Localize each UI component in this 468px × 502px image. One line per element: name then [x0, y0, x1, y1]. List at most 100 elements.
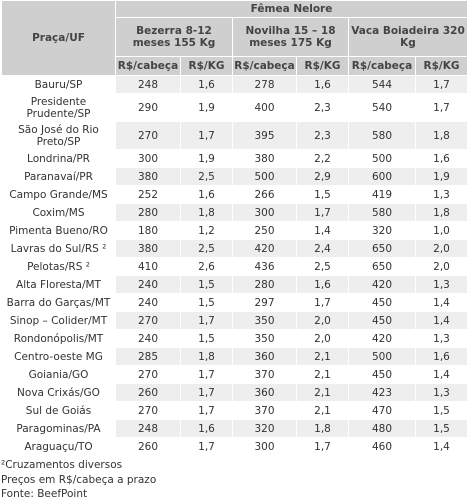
place-cell: Centro-oeste MG	[1, 347, 116, 366]
price-kg-cell: 1,4	[414, 437, 468, 456]
price-kg-cell: 1,7	[180, 383, 233, 402]
category-header: Bezerra 8-12 meses 155 Kg	[115, 17, 233, 57]
price-kg-cell: 1,4	[414, 293, 468, 312]
place-cell: São José do Rio Preto/SP	[1, 121, 116, 150]
price-kg-cell: 1,7	[180, 437, 233, 456]
price-head-cell: 580	[348, 203, 416, 222]
table-row: Rondonópolis/MT 240 1,5 350 2,0 420 1,3	[1, 329, 468, 348]
price-kg-cell: 2,9	[296, 167, 349, 186]
price-head-cell: 360	[232, 383, 297, 402]
place-cell: Nova Crixás/GO	[1, 383, 116, 402]
table-row: Coxim/MS 280 1,8 300 1,7 580 1,8	[1, 203, 468, 222]
price-head-cell: 380	[115, 167, 181, 186]
place-cell: Alta Floresta/MT	[1, 275, 116, 294]
place-cell: Coxim/MS	[1, 203, 116, 222]
price-kg-cell: 1,7	[180, 121, 233, 150]
price-kg-cell: 1,8	[414, 121, 468, 150]
price-head-cell: 450	[348, 311, 416, 330]
footnote: ²Cruzamentos diversos	[1, 459, 123, 471]
table-row: São José do Rio Preto/SP 270 1,7 395 2,3 580 1…	[1, 121, 468, 150]
price-head-cell: 278	[232, 75, 297, 94]
price-kg-cell: 1,5	[180, 275, 233, 294]
table-row: Campo Grande/MS 252 1,6 266 1,5 419 1,3	[1, 185, 468, 204]
price-kg-cell: 1,7	[414, 75, 468, 94]
price-kg-cell: 1,9	[180, 93, 233, 122]
price-kg-cell: 2,0	[296, 329, 349, 348]
price-kg-cell: 1,7	[180, 365, 233, 384]
price-head-cell: 395	[232, 121, 297, 150]
price-head-cell: 360	[232, 347, 297, 366]
price-head-cell: 250	[232, 221, 297, 240]
price-head-cell: 248	[115, 419, 181, 438]
price-kg-cell: 1,8	[180, 203, 233, 222]
price-kg-cell: 1,2	[180, 221, 233, 240]
place-cell: Presidente Prudente/SP	[1, 93, 116, 122]
table-row: Londrina/PR 300 1,9 380 2,2 500 1,6	[1, 149, 468, 168]
place-cell: Goiania/GO	[1, 365, 116, 384]
category-header: Novilha 15 – 18 meses 175 Kg	[232, 17, 349, 57]
table-row: Barra do Garças/MT 240 1,5 297 1,7 450 1,4	[1, 293, 468, 312]
place-cell: Paranavaí/PR	[1, 167, 116, 186]
price-kg-cell: 1,6	[180, 419, 233, 438]
price-kg-cell: 2,6	[180, 257, 233, 276]
price-head-cell: 410	[115, 257, 181, 276]
price-kg-cell: 1,6	[180, 75, 233, 94]
price-kg-cell: 2,0	[414, 239, 468, 258]
table-row: Paranavaí/PR 380 2,5 500 2,9 600 1,9	[1, 167, 468, 186]
price-kg-cell: 1,9	[180, 149, 233, 168]
price-kg-cell: 1,8	[296, 419, 349, 438]
price-head-cell: 600	[348, 167, 416, 186]
price-head-cell: 500	[232, 167, 297, 186]
price-head-cell: 460	[348, 437, 416, 456]
subheader-price-head: R$/cabeça	[115, 56, 181, 76]
subheader-price-head: R$/cabeça	[232, 56, 297, 76]
subheader-price-kg: R$/KG	[296, 56, 349, 76]
price-kg-cell: 1,6	[296, 275, 349, 294]
price-head-cell: 480	[348, 419, 416, 438]
price-kg-cell: 2,5	[180, 167, 233, 186]
price-kg-cell: 1,9	[414, 167, 468, 186]
category-header: Vaca Boiadeira 320 Kg	[347, 17, 468, 57]
price-head-cell: 400	[232, 93, 297, 122]
table-row: Pelotas/RS ² 410 2,6 436 2,5 650 2,0	[1, 257, 468, 276]
price-head-cell: 280	[115, 203, 181, 222]
price-head-cell: 380	[115, 239, 181, 258]
price-kg-cell: 2,1	[296, 401, 349, 420]
price-head-cell: 260	[115, 437, 181, 456]
price-table: Praça/UF Fêmea Nelore Bezerra 8-12 meses…	[1, 0, 468, 456]
price-kg-cell: 2,5	[296, 257, 349, 276]
price-kg-cell: 1,5	[180, 293, 233, 312]
price-kg-cell: 1,4	[296, 221, 349, 240]
subheader-price-head: R$/cabeça	[348, 56, 416, 76]
price-head-cell: 650	[348, 257, 416, 276]
price-head-cell: 423	[348, 383, 416, 402]
place-header: Praça/UF	[1, 0, 116, 76]
price-head-cell: 180	[115, 221, 181, 240]
price-kg-cell: 1,6	[180, 185, 233, 204]
price-head-cell: 500	[348, 347, 416, 366]
price-kg-cell: 1,7	[414, 93, 468, 122]
table-row: Paragominas/PA 248 1,6 320 1,8 480 1,5	[1, 419, 468, 438]
price-head-cell: 270	[115, 121, 181, 150]
table-row: Bauru/SP 248 1,6 278 1,6 544 1,7	[1, 75, 468, 94]
group-header: Fêmea Nelore	[114, 0, 468, 18]
price-head-cell: 320	[348, 221, 416, 240]
price-head-cell: 270	[115, 365, 181, 384]
table-row: Centro-oeste MG 285 1,8 360 2,1 500 1,6	[1, 347, 468, 366]
price-head-cell: 500	[348, 149, 416, 168]
price-head-cell: 266	[232, 185, 297, 204]
price-head-cell: 350	[232, 311, 297, 330]
price-head-cell: 270	[115, 311, 181, 330]
price-kg-cell: 1,7	[296, 203, 349, 222]
table-row: Sinop – Colider/MT 270 1,7 350 2,0 450 1,4	[1, 311, 468, 330]
place-cell: Rondonópolis/MT	[1, 329, 116, 348]
price-kg-cell: 1,4	[414, 311, 468, 330]
price-kg-cell: 1,8	[414, 203, 468, 222]
price-kg-cell: 1,8	[180, 347, 233, 366]
place-cell: Lavras do Sul/RS ²	[1, 239, 116, 258]
price-head-cell: 380	[232, 149, 297, 168]
table-row: Presidente Prudente/SP 290 1,9 400 2,3 540 1,7	[1, 93, 468, 122]
place-cell: Araguaçu/TO	[1, 437, 116, 456]
table-row: Sul de Goiás 270 1,7 370 2,1 470 1,5	[1, 401, 468, 420]
price-kg-cell: 1,4	[414, 365, 468, 384]
